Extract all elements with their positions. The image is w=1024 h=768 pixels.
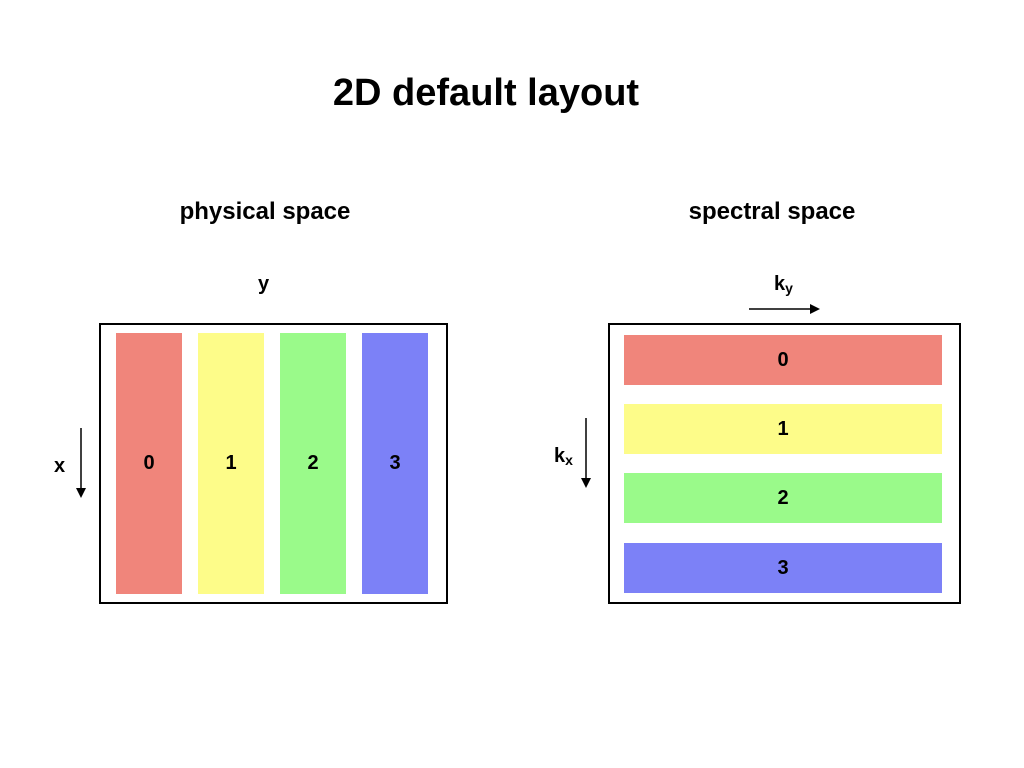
physical-block-label: 3 [389, 452, 401, 474]
spectral-kx-arrow-icon [581, 418, 591, 488]
physical-space-heading: physical space [179, 198, 351, 225]
physical-block-0: 0 [116, 333, 182, 594]
spectral-block-label: 3 [777, 556, 789, 579]
spectral-block-label: 2 [777, 486, 789, 509]
spectral-block-label: 1 [777, 417, 789, 440]
spectral-kx-axis-label: kx [554, 444, 573, 468]
spectral-block-label: 0 [777, 348, 789, 371]
spectral-block-3: 3 [624, 543, 942, 593]
spectral-space-heading: spectral space [688, 198, 856, 225]
physical-block-2: 2 [280, 333, 346, 594]
physical-block-label: 2 [307, 452, 319, 474]
ky-base: k [774, 273, 786, 295]
physical-block-label: 1 [225, 452, 237, 474]
spectral-ky-axis-label: ky [774, 272, 793, 296]
physical-y-axis-label: y [258, 273, 270, 295]
physical-block-1: 1 [198, 333, 264, 594]
page-title: 2D default layout [332, 72, 640, 114]
physical-x-axis-label: x [54, 455, 66, 477]
physical-block-3: 3 [362, 333, 428, 594]
kx-subscript: x [565, 452, 573, 468]
ky-subscript: y [785, 280, 793, 296]
kx-base: k [554, 445, 566, 467]
spectral-ky-arrow-icon [749, 304, 820, 314]
physical-block-label: 0 [143, 452, 155, 474]
physical-x-arrow-icon [76, 428, 86, 498]
spectral-block-0: 0 [624, 335, 942, 385]
spectral-block-1: 1 [624, 404, 942, 454]
spectral-block-2: 2 [624, 473, 942, 523]
